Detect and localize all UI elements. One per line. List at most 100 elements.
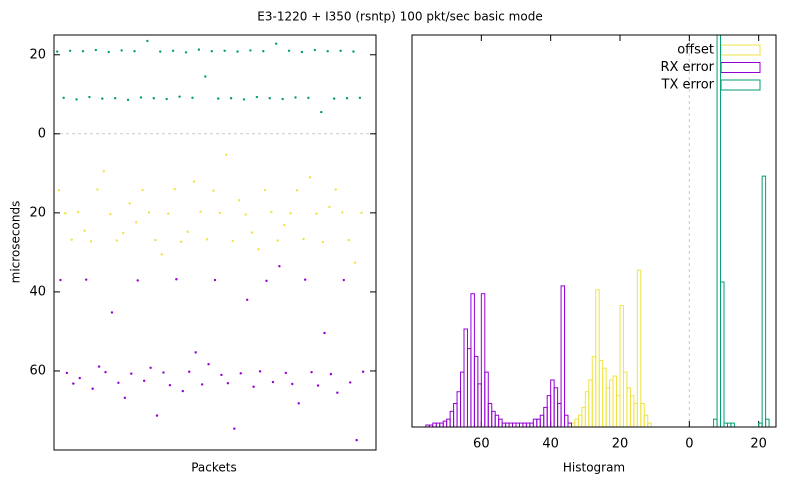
point [287, 49, 291, 53]
point [56, 50, 59, 53]
histogram-bar [560, 285, 566, 427]
point [141, 188, 144, 192]
point [78, 376, 81, 380]
point [186, 230, 189, 234]
x-axis-label: Histogram [563, 461, 625, 475]
point [263, 188, 267, 192]
point [149, 366, 152, 369]
point [225, 153, 228, 156]
x-axis-label: Packets [191, 461, 237, 475]
point [349, 381, 352, 384]
point [139, 96, 143, 99]
point [81, 50, 85, 53]
point [274, 42, 278, 45]
point [181, 389, 184, 393]
point [345, 97, 349, 100]
point [133, 50, 136, 53]
point [179, 240, 183, 243]
point [101, 97, 104, 100]
point [175, 278, 178, 281]
point [252, 385, 255, 388]
point [160, 253, 164, 256]
legend-swatch [720, 79, 761, 91]
point [265, 279, 268, 283]
x-tick-label: 0 [685, 437, 693, 452]
point [178, 95, 181, 98]
y-tick-label: 0 [38, 126, 46, 141]
point [173, 187, 176, 191]
point [355, 438, 358, 442]
point [352, 50, 355, 53]
point [197, 48, 201, 51]
point [184, 51, 188, 54]
point [257, 248, 260, 251]
histogram-bar [636, 269, 642, 427]
point [334, 188, 337, 191]
figure-title: E3-1220 + I350 (rsntp) 100 pkt/sec basic… [257, 10, 542, 24]
point [204, 75, 207, 78]
point [192, 180, 196, 183]
point [229, 97, 233, 100]
point [271, 380, 275, 384]
point [358, 96, 362, 100]
point [152, 97, 156, 100]
point [205, 238, 209, 241]
point [300, 50, 304, 54]
point [320, 110, 323, 114]
point [289, 212, 292, 215]
point [194, 351, 197, 354]
point [162, 371, 165, 374]
point [188, 370, 191, 373]
point [104, 370, 107, 374]
point [115, 239, 118, 242]
y-tick-label: 20 [29, 47, 46, 62]
point [155, 414, 159, 417]
point [303, 278, 307, 281]
histogram-bar [765, 418, 770, 427]
point [297, 402, 300, 405]
point [321, 240, 325, 244]
point [113, 97, 117, 100]
point [207, 363, 210, 366]
point [210, 50, 213, 53]
point [342, 278, 345, 282]
histogram-bar [761, 175, 767, 427]
point [136, 279, 139, 282]
point [242, 98, 246, 101]
point [223, 49, 226, 53]
point [109, 212, 112, 216]
point [316, 384, 320, 387]
point [120, 49, 123, 52]
point [97, 365, 101, 368]
point [218, 211, 222, 215]
point [199, 210, 202, 213]
point [244, 213, 247, 216]
point [167, 212, 170, 215]
point [85, 278, 88, 281]
point [233, 427, 236, 430]
point [291, 382, 294, 386]
point [276, 239, 279, 242]
legend-label: TX error [661, 78, 715, 93]
point [142, 379, 146, 383]
point [168, 383, 172, 387]
point [332, 97, 336, 100]
point [284, 371, 288, 375]
y-axis-label: microseconds [9, 201, 23, 284]
point [326, 50, 329, 53]
point [220, 373, 223, 377]
x-tick-label: 60 [473, 437, 490, 452]
point [68, 49, 72, 53]
histogram-bar [480, 293, 486, 427]
histogram-bar [619, 304, 624, 427]
point [57, 189, 61, 192]
point [130, 372, 133, 375]
point [313, 48, 317, 52]
point [323, 331, 326, 335]
point [217, 97, 220, 100]
point [239, 372, 242, 375]
point [283, 223, 286, 227]
point [258, 370, 262, 373]
point [117, 381, 120, 385]
x-tick-label: 20 [750, 437, 767, 452]
